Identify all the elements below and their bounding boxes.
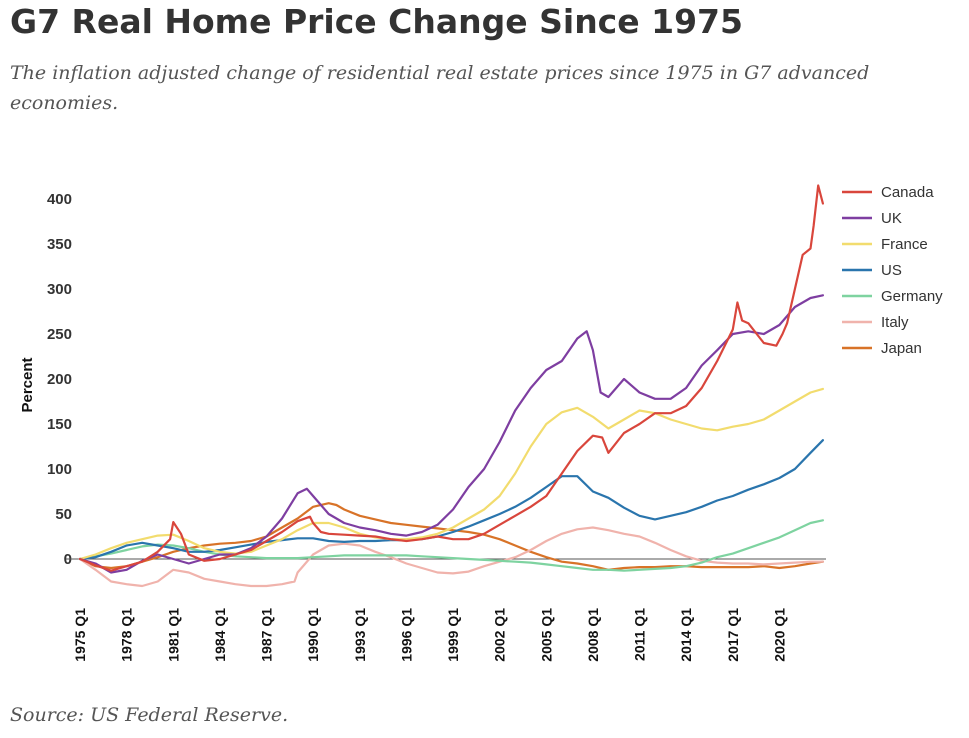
series-line-italy: [78, 526, 824, 588]
x-tick-label: 2017 Q1: [725, 608, 741, 662]
series-line-japan: [78, 502, 824, 571]
x-tick-label: 2014 Q1: [678, 608, 694, 662]
legend-label: UK: [881, 210, 902, 227]
x-tick-label: 2002 Q1: [492, 608, 508, 662]
legend-item-canada[interactable]: Canada: [842, 184, 934, 201]
legend-item-germany[interactable]: Germany: [842, 288, 943, 305]
y-tick-label: 400: [47, 191, 72, 208]
y-tick-label: 250: [47, 326, 72, 343]
series-line-us: [78, 439, 824, 561]
source-note: Source: US Federal Reserve.: [10, 704, 289, 726]
series-line-uk: [78, 294, 824, 574]
x-tick-label: 1996 Q1: [398, 608, 414, 662]
x-tick-label: 2005 Q1: [538, 608, 554, 662]
legend-label: Italy: [881, 314, 909, 331]
x-tick-label: 2020 Q1: [771, 608, 787, 662]
x-tick-label: 1984 Q1: [212, 608, 228, 662]
legend-label: Japan: [881, 340, 922, 357]
x-tick-label: 1993 Q1: [352, 608, 368, 662]
x-tick-label: 1987 Q1: [259, 608, 275, 662]
x-tick-label: 1978 Q1: [119, 608, 135, 662]
y-axis-label: Percent: [19, 357, 36, 412]
legend-label: Germany: [881, 288, 943, 305]
x-tick-label: 1999 Q1: [445, 608, 461, 662]
legend-item-japan[interactable]: Japan: [842, 340, 922, 357]
legend-label: France: [881, 236, 928, 253]
x-tick-label: 1981 Q1: [165, 608, 181, 662]
legend-label: Canada: [881, 184, 934, 201]
series-line-france: [78, 387, 824, 561]
series-line-canada: [78, 184, 824, 572]
legend-item-uk[interactable]: UK: [842, 210, 902, 227]
y-tick-label: 300: [47, 281, 72, 298]
x-tick-label: 2008 Q1: [585, 608, 601, 662]
chart-subtitle: The inflation adjusted change of residen…: [10, 62, 870, 114]
legend-label: US: [881, 262, 902, 279]
y-tick-label: 200: [47, 371, 72, 388]
y-tick-label: 150: [47, 416, 72, 433]
legend-item-italy[interactable]: Italy: [842, 314, 909, 331]
chart-legend: Canada UK France US Germany Italy Japan: [842, 184, 943, 357]
y-tick-label: 50: [55, 506, 72, 523]
legend-item-france[interactable]: France: [842, 236, 928, 253]
x-axis-ticks: 1975 Q1 1978 Q1 1981 Q1 1984 Q1 1987 Q1 1990 …: [72, 608, 787, 662]
legend-item-us[interactable]: US: [842, 262, 902, 279]
y-tick-label: 350: [47, 236, 72, 253]
series-lines: [78, 184, 824, 588]
y-axis-title: Percent: [19, 357, 36, 412]
x-tick-label: 1975 Q1: [72, 608, 88, 662]
page-title: G7 Real Home Price Change Since 1975: [10, 2, 743, 41]
x-tick-label: 2011 Q1: [632, 608, 648, 661]
x-tick-label: 1990 Q1: [305, 608, 321, 662]
y-tick-label: 100: [47, 461, 72, 478]
